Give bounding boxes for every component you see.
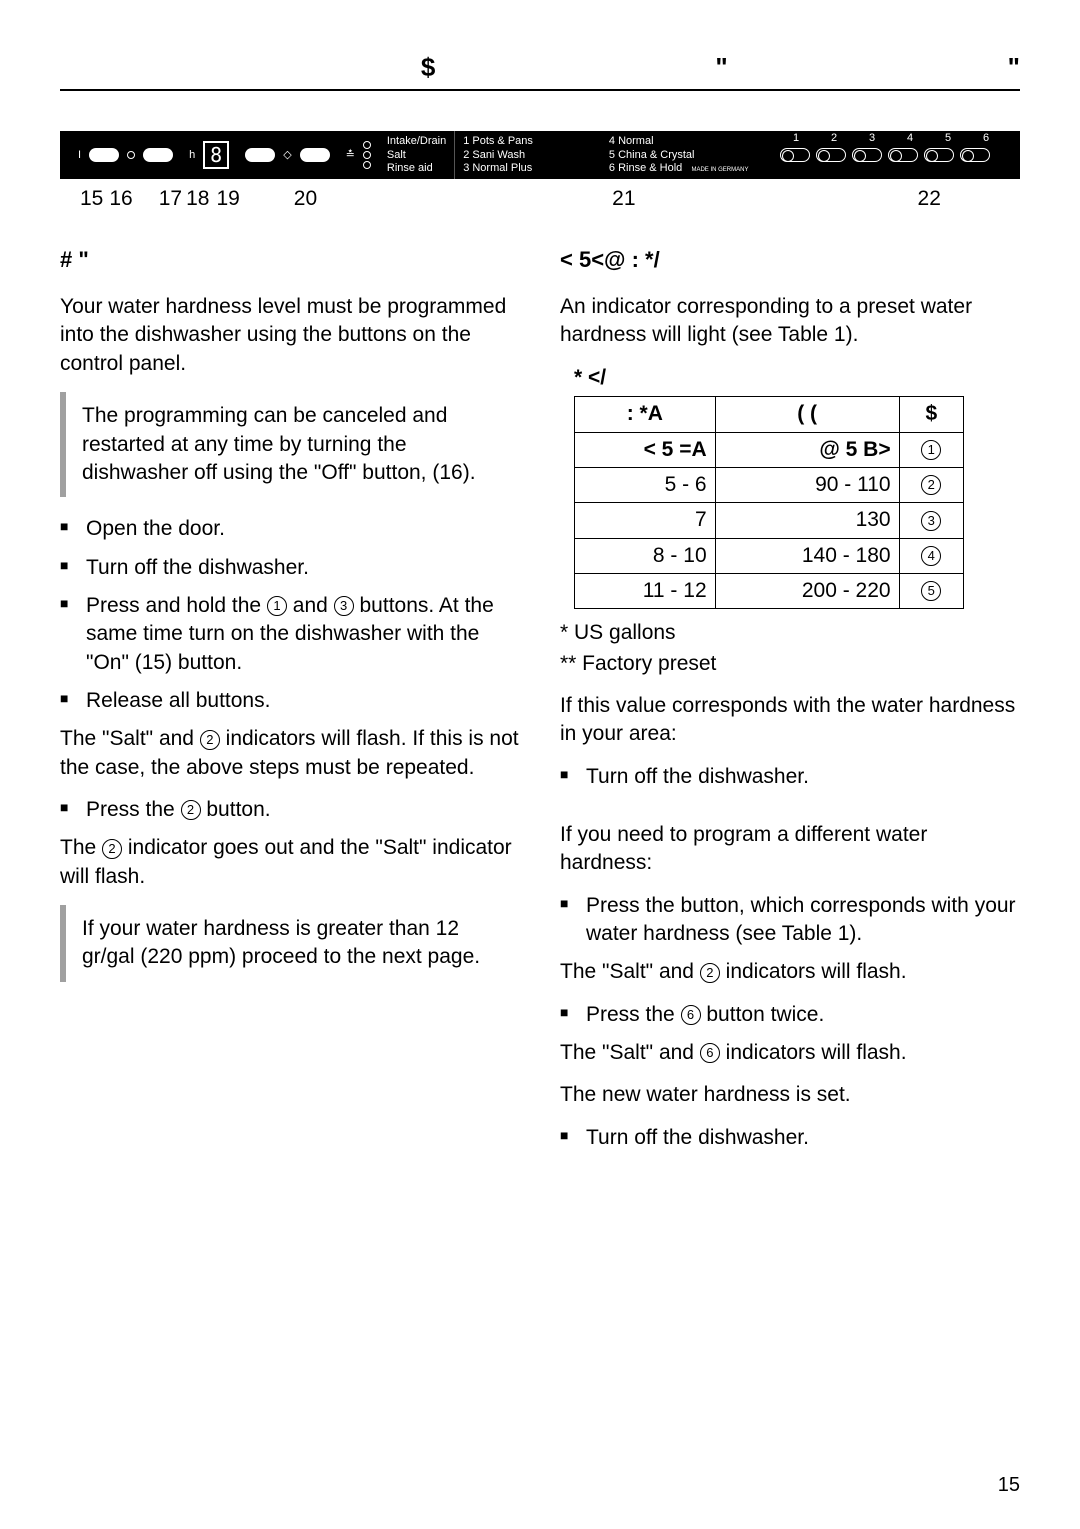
li-press-2: Press the 2 button.: [60, 796, 520, 824]
left-heading: # ": [60, 245, 520, 275]
left-p2: The "Salt" and 2 indicators will flash. …: [60, 725, 520, 782]
left-column: # " Your water hardness level must be pr…: [60, 245, 520, 1162]
circled-2-icon: 2: [102, 839, 122, 859]
th-3: $: [899, 397, 963, 432]
header-mark-2: ": [715, 50, 727, 85]
table-caption: * </: [574, 364, 1020, 392]
right-heading: < 5<@ : */: [560, 245, 1020, 275]
circled-2-icon: 2: [181, 800, 201, 820]
rn3: 3: [856, 131, 888, 146]
li-press-hold: Press and hold the 1 and 3 buttons. At t…: [60, 592, 520, 677]
ref-22: 22: [918, 185, 941, 213]
right-p1: An indicator corresponding to a preset w…: [560, 293, 1020, 350]
program-group-b: 4 Normal 5 China & Crystal 6 Rinse & Hol…: [601, 131, 757, 179]
circled-1-icon: 1: [921, 440, 941, 460]
th-2: ( (: [715, 397, 899, 432]
li-open-door: Open the door.: [60, 515, 520, 543]
note1-text: The programming can be canceled and rest…: [82, 404, 476, 484]
circled-3-icon: 3: [921, 511, 941, 531]
r-li2: Press the button, which corresponds with…: [560, 892, 1020, 949]
circled-2-icon: 2: [921, 475, 941, 495]
note-box-1: The programming can be canceled and rest…: [60, 392, 520, 497]
circled-6-icon: 6: [681, 1005, 701, 1025]
note-box-2: If your water hardness is greater than 1…: [60, 905, 520, 982]
page-number: 15: [998, 1472, 1020, 1499]
title-rule: [60, 89, 1020, 91]
panel-pill-off: [143, 148, 173, 162]
status-rinse: Rinse aid: [387, 162, 446, 175]
right-p4: The "Salt" and 2 indicators will flash.: [560, 958, 1020, 986]
circled-2-icon: 2: [700, 963, 720, 983]
circled-3-icon: 3: [334, 596, 354, 616]
panel-icon-h: h: [189, 148, 195, 163]
hardness-table: : *A ( ( $ < 5 =A @ 5 B> 1 5 - 6 90 - 11…: [574, 396, 964, 609]
table-row: 5 - 6 90 - 110 2: [575, 467, 964, 502]
table-row: 7 130 3: [575, 503, 964, 538]
panel-pill: [300, 148, 330, 162]
th-1: : *A: [575, 397, 716, 432]
li-release: Release all buttons.: [60, 687, 520, 715]
panel-circ: [127, 151, 135, 159]
right-p3: If you need to program a different water…: [560, 821, 1020, 878]
right-p2: If this value corresponds with the water…: [560, 692, 1020, 749]
right-column: < 5<@ : */ An indicator corresponding to…: [560, 245, 1020, 1162]
circled-6-icon: 6: [700, 1043, 720, 1063]
r-li4: Turn off the dishwasher.: [560, 1124, 1020, 1152]
segment-display: 8: [203, 141, 229, 169]
footnote-1: * US gallons: [560, 619, 1020, 647]
ref-17: 17: [159, 185, 182, 213]
note2-text: If your water hardness is greater than 1…: [82, 917, 480, 968]
rn2: 2: [818, 131, 850, 146]
ref-15: 15: [80, 185, 103, 213]
ref-20: 20: [294, 185, 317, 213]
rn1: 1: [780, 131, 812, 146]
ref-16: 16: [109, 185, 132, 213]
right-p6: The new water hardness is set.: [560, 1081, 1020, 1109]
panel-pill: [245, 148, 275, 162]
ref-19: 19: [216, 185, 239, 213]
prog-a-1: 1 Pots & Pans: [463, 135, 533, 148]
panel-pill-on: [89, 148, 119, 162]
prog-b-3: 6 Rinse & Hold: [609, 162, 682, 174]
prog-a-3: 3 Normal Plus: [463, 162, 533, 175]
prog-b-1: 4 Normal: [609, 135, 749, 148]
header-marks: $ " ": [60, 50, 1020, 85]
panel-right-numbers: 1 2 3 4 5 6: [772, 131, 1010, 179]
left-p1: Your water hardness level must be progra…: [60, 293, 520, 378]
table-row: 11 - 12 200 - 220 5: [575, 573, 964, 608]
r-li3: Press the 6 button twice.: [560, 1001, 1020, 1029]
program-group-a: 1 Pots & Pans 2 Sani Wash 3 Normal Plus: [455, 131, 541, 179]
table-row: < 5 =A @ 5 B> 1: [575, 432, 964, 467]
rn4: 4: [894, 131, 926, 146]
ref-21: 21: [612, 185, 635, 213]
footnote-2: ** Factory preset: [560, 650, 1020, 678]
header-mark-1: $: [421, 50, 435, 85]
status-intake: Intake/Drain: [387, 135, 446, 148]
panel-reference-labels: 15 16 17 18 19 20 21 22: [60, 185, 1020, 213]
ref-18: 18: [186, 185, 209, 213]
circled-4-icon: 4: [921, 546, 941, 566]
small-pill: [780, 148, 810, 162]
panel-icon-power: I: [78, 148, 81, 163]
rn6: 6: [970, 131, 1002, 146]
status-salt: Salt: [387, 149, 446, 162]
circled-5-icon: 5: [921, 581, 941, 601]
rn5: 5: [932, 131, 964, 146]
left-p3: The 2 indicator goes out and the "Salt" …: [60, 834, 520, 891]
circled-2-icon: 2: [200, 730, 220, 750]
prog-b-2: 5 China & Crystal: [609, 149, 749, 162]
li-turn-off: Turn off the dishwasher.: [60, 554, 520, 582]
right-p5: The "Salt" and 6 indicators will flash.: [560, 1039, 1020, 1067]
made-in: MADE IN GERMANY: [691, 167, 748, 173]
table-row: 8 - 10 140 - 180 4: [575, 538, 964, 573]
control-panel: I h 8 ◇ ≛ Intake/Drain Salt Rinse aid 1 …: [60, 131, 1020, 179]
header-mark-3: ": [1008, 50, 1020, 85]
circled-1-icon: 1: [267, 596, 287, 616]
r-li1: Turn off the dishwasher.: [560, 763, 1020, 791]
status-labels: Intake/Drain Salt Rinse aid: [379, 131, 454, 179]
panel-left-icons: I: [70, 131, 181, 179]
prog-a-2: 2 Sani Wash: [463, 149, 533, 162]
